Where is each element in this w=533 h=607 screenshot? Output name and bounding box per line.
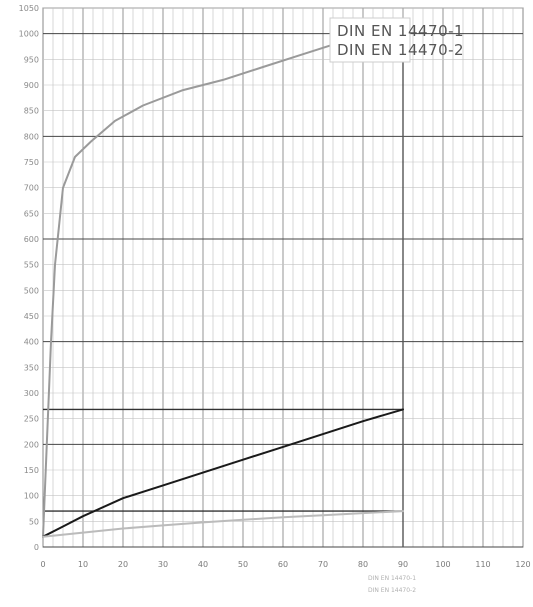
reference-lines <box>43 58 404 547</box>
y-tick-label: 100 <box>24 492 39 501</box>
y-tick-label: 600 <box>24 235 39 244</box>
series-line-3 <box>42 510 404 538</box>
x-tick-label: 90 <box>398 560 408 569</box>
x-tick-label: 0 <box>40 560 45 569</box>
x-tick-label: 70 <box>318 560 328 569</box>
y-tick-label: 50 <box>29 517 39 526</box>
legend-entry-2: DIN EN 14470-2 <box>337 41 464 59</box>
x-tick-label: 50 <box>238 560 248 569</box>
legend-box <box>329 17 411 63</box>
x-tick-label: 80 <box>358 560 368 569</box>
y-tick-label: 450 <box>24 312 39 321</box>
y-tick-label: 350 <box>24 363 39 372</box>
x-tick-label: 30 <box>158 560 168 569</box>
grid <box>42 7 524 548</box>
y-tick-label: 500 <box>24 286 39 295</box>
x-tick-label: 100 <box>435 560 450 569</box>
y-tick-label: 200 <box>24 440 39 449</box>
legend-entry-1: DIN EN 14470-1 <box>337 22 464 40</box>
x-tick-label: 60 <box>278 560 288 569</box>
y-tick-label: 950 <box>24 55 39 64</box>
legend: DIN EN 14470-1 DIN EN 14470-2 <box>329 17 464 63</box>
footer-label-1: DIN EN 14470-1 <box>368 575 416 582</box>
footer: DIN EN 14470-1 DIN EN 14470-2 <box>368 575 416 594</box>
y-tick-label: 0 <box>34 543 39 552</box>
y-tick-label: 700 <box>24 184 39 193</box>
y-tick-label: 400 <box>24 338 39 347</box>
x-tick-label: 20 <box>118 560 128 569</box>
y-tick-label: 1050 <box>19 4 39 13</box>
y-tick-label: 300 <box>24 389 39 398</box>
x-tick-label: 40 <box>198 560 208 569</box>
y-tick-label: 650 <box>24 209 39 218</box>
x-tick-label: 10 <box>78 560 88 569</box>
footer-label-2: DIN EN 14470-2 <box>368 587 416 594</box>
series-line-2 <box>42 408 404 538</box>
x-tick-label: 110 <box>475 560 490 569</box>
y-tick-label: 1000 <box>19 30 39 39</box>
x-tick-label: 120 <box>515 560 530 569</box>
y-tick-label: 150 <box>24 466 39 475</box>
y-tick-label: 900 <box>24 81 39 90</box>
y-tick-label: 550 <box>24 261 39 270</box>
y-tick-label: 850 <box>24 107 39 116</box>
y-axis-ticks: 0 50 100 150 200 250 300 350 400 450 500 550 600 650 7… <box>19 4 39 552</box>
y-tick-label: 750 <box>24 158 39 167</box>
y-tick-label: 250 <box>24 415 39 424</box>
x-axis-ticks: 0 10 20 30 40 50 60 70 80 90 100 110 120 <box>40 560 530 569</box>
y-tick-label: 800 <box>24 132 39 141</box>
